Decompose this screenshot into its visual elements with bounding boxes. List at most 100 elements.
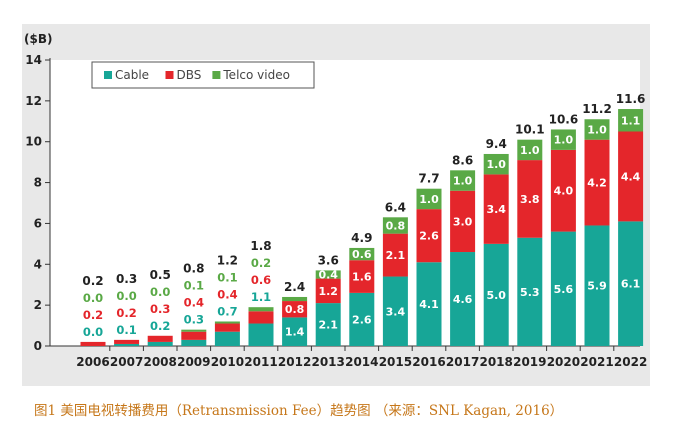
data-label-dbs: 2.1 — [386, 249, 406, 262]
bar-telco-video — [584, 119, 610, 140]
x-tick-label: 2019 — [513, 355, 546, 369]
data-label-telco-video: 1.0 — [486, 158, 506, 171]
data-label-cable: 5.6 — [554, 283, 574, 296]
data-label-telco-video: 0.0 — [150, 285, 170, 299]
legend-box — [91, 61, 315, 89]
x-tick-label: 2010 — [211, 355, 244, 369]
total-label: 11.2 — [582, 102, 612, 116]
data-label-telco-video: 0.4 — [318, 269, 338, 282]
total-label: 4.9 — [351, 231, 372, 245]
bar-dbs — [450, 190, 476, 253]
bar-cable — [282, 317, 308, 346]
data-label-telco-video: 1.0 — [554, 134, 574, 147]
bar-cable — [416, 262, 442, 346]
bar-telco-video — [517, 139, 543, 161]
data-label-cable: 0.7 — [217, 304, 237, 318]
bar-cable — [214, 331, 240, 346]
y-tick-label: 12 — [25, 94, 42, 108]
data-label-dbs: 0.3 — [150, 302, 170, 316]
bar-telco-video — [315, 270, 341, 279]
legend-swatch-cable — [104, 71, 112, 79]
bar-dbs — [382, 233, 408, 277]
data-label-dbs: 0.4 — [217, 287, 237, 301]
bar-dbs — [248, 311, 274, 324]
data-label-telco-video: 0.0 — [83, 291, 103, 305]
bar-dbs — [483, 174, 509, 244]
bar-dbs — [181, 331, 207, 340]
total-label: 1.8 — [250, 239, 271, 253]
bar-cable — [114, 343, 140, 346]
x-tick-label: 2011 — [244, 355, 277, 369]
data-label-telco-video: 0.2 — [251, 256, 271, 270]
x-tick-label: 2015 — [379, 355, 412, 369]
bar-dbs — [618, 131, 644, 222]
data-label-cable: 4.1 — [419, 298, 439, 311]
x-tick-label: 2012 — [278, 355, 311, 369]
bar-cable — [349, 292, 375, 346]
x-tick-label: 2014 — [345, 355, 378, 369]
data-label-cable: 0.1 — [116, 323, 136, 337]
data-label-dbs: 0.4 — [184, 296, 204, 310]
data-label-telco-video: 1.0 — [419, 193, 439, 206]
data-label-cable: 0.3 — [184, 313, 204, 327]
y-unit-label: ($B) — [24, 32, 52, 46]
x-tick-label: 2013 — [311, 355, 344, 369]
x-tick-label: 2020 — [547, 355, 580, 369]
data-label-cable: 4.6 — [453, 293, 473, 306]
total-label: 0.5 — [150, 268, 171, 282]
x-tick-label: 2006 — [76, 355, 109, 369]
bar-dbs — [416, 209, 442, 263]
x-tick-label: 2009 — [177, 355, 210, 369]
bar-cable — [315, 303, 341, 346]
data-label-dbs: 0.8 — [285, 303, 305, 316]
bar-cable — [550, 231, 576, 346]
bar-dbs — [147, 335, 173, 342]
bar-dbs — [282, 301, 308, 318]
data-label-dbs: 0.6 — [251, 273, 271, 287]
y-tick-label: 10 — [25, 135, 42, 149]
data-label-cable: 2.6 — [352, 313, 372, 326]
data-label-telco-video: 0.6 — [352, 248, 372, 261]
data-label-cable: 1.4 — [285, 326, 305, 339]
total-label: 6.4 — [385, 200, 406, 214]
bar-cable — [181, 339, 207, 346]
bar-telco-video — [382, 217, 408, 234]
total-label: 7.7 — [418, 172, 439, 186]
bar-telco-video — [349, 247, 375, 261]
total-label: 10.6 — [549, 112, 579, 126]
bar-cable — [517, 237, 543, 346]
y-tick-label: 6 — [34, 216, 42, 230]
bar-telco-video — [483, 153, 509, 175]
total-label: 0.3 — [116, 272, 137, 286]
data-label-dbs: 3.4 — [486, 203, 506, 216]
bar-telco-video — [248, 307, 274, 312]
bar-dbs — [80, 341, 106, 346]
total-label: 9.4 — [486, 137, 507, 151]
data-label-cable: 2.1 — [318, 319, 338, 332]
bar-telco-video — [181, 329, 207, 332]
x-tick-label: 2007 — [110, 355, 143, 369]
data-label-dbs: 1.2 — [318, 285, 338, 298]
total-label: 10.1 — [515, 123, 545, 137]
data-label-cable: 5.0 — [486, 289, 506, 302]
data-label-dbs: 3.0 — [453, 215, 473, 228]
bar-dbs — [349, 260, 375, 293]
y-tick-label: 14 — [25, 53, 42, 67]
legend-label-dbs: DBS — [177, 68, 202, 82]
bar-dbs — [315, 278, 341, 304]
bar-dbs — [584, 139, 610, 226]
data-label-dbs: 2.6 — [419, 230, 439, 243]
data-label-telco-video: 0.8 — [386, 219, 406, 232]
total-label: 11.6 — [616, 92, 646, 106]
total-label: 2.4 — [284, 280, 305, 294]
bar-telco-video — [282, 296, 308, 302]
legend-swatch-telco-video — [212, 71, 221, 79]
bar-dbs — [214, 323, 240, 332]
bar-cable — [450, 252, 476, 346]
data-label-telco-video: 0.0 — [116, 289, 136, 303]
y-tick-label: 2 — [34, 298, 42, 312]
bar-telco-video — [416, 188, 442, 210]
data-label-telco-video: 1.0 — [587, 123, 607, 136]
total-label: 3.6 — [318, 253, 339, 267]
